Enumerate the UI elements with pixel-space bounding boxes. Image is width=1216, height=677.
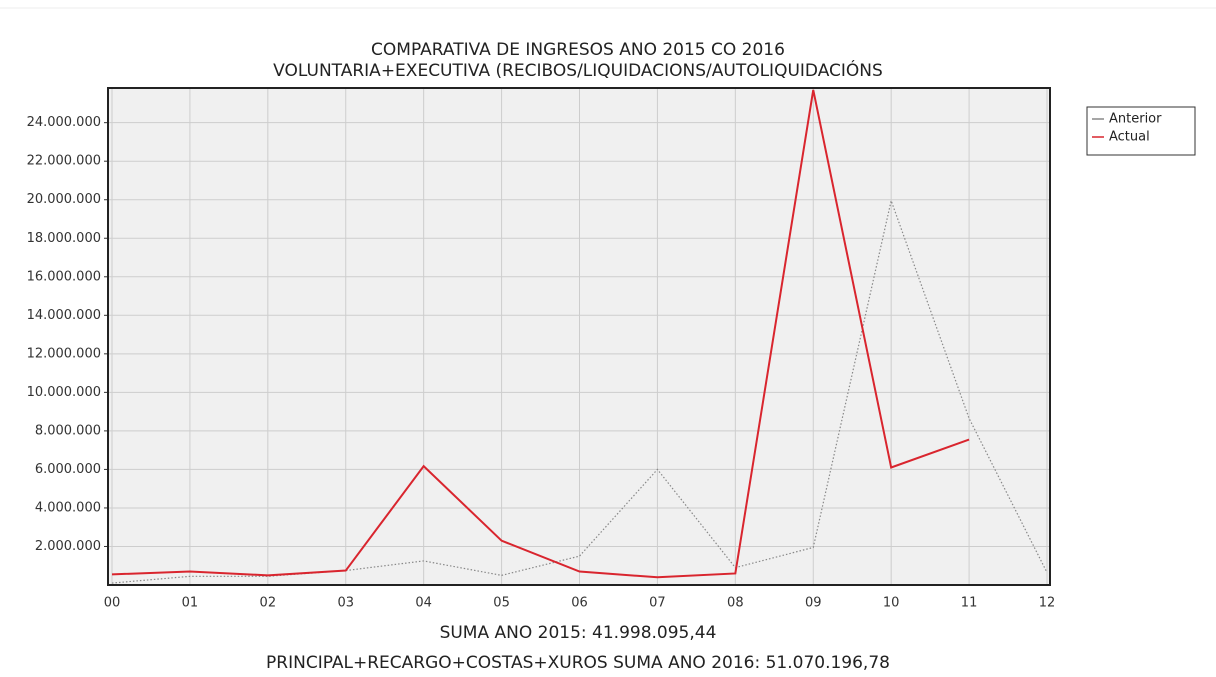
x-tick-label: 07 — [649, 596, 666, 611]
y-tick-label: 4.000.000 — [35, 500, 101, 515]
x-tick-label: 08 — [727, 596, 744, 611]
series-line — [111, 89, 970, 579]
y-tick-label: 20.000.000 — [27, 192, 101, 207]
plot-frame — [107, 87, 1051, 586]
x-tick-label: 01 — [182, 596, 199, 611]
legend-label: Actual — [1109, 130, 1150, 145]
y-tick-label: 22.000.000 — [27, 154, 101, 169]
footer-text: SUMA ANO 2015: 41.998.095,44 — [440, 623, 717, 643]
footer-text: PRINCIPAL+RECARGO+COSTAS+XUROS SUMA ANO … — [266, 653, 890, 673]
x-tick-label: 04 — [415, 596, 432, 611]
chart-subtitle: VOLUNTARIA+EXECUTIVA (RECIBOS/LIQUIDACIO… — [273, 59, 883, 81]
chart-title: COMPARATIVA DE INGRESOS ANO 2015 CO 2016 — [371, 40, 785, 60]
x-tick-label: 09 — [805, 596, 822, 611]
x-tick-label: 11 — [961, 596, 978, 611]
x-tick-label: 06 — [571, 596, 588, 611]
legend-label: Anterior — [1109, 112, 1162, 127]
y-tick-label: 10.000.000 — [27, 385, 101, 400]
x-tick-label: 12 — [1039, 596, 1056, 611]
x-tick-label: 10 — [883, 596, 900, 611]
legend-box — [1086, 106, 1196, 156]
y-tick-label: 8.000.000 — [35, 423, 101, 438]
x-tick-label: 00 — [104, 596, 121, 611]
x-tick-label: 05 — [493, 596, 510, 611]
x-tick-label: 03 — [337, 596, 354, 611]
y-tick-label: 18.000.000 — [27, 231, 101, 246]
y-tick-label: 12.000.000 — [27, 346, 101, 361]
x-tick-label: 02 — [260, 596, 277, 611]
y-tick-label: 6.000.000 — [35, 462, 101, 477]
y-tick-label: 2.000.000 — [35, 539, 101, 554]
y-tick-label: 16.000.000 — [27, 269, 101, 284]
y-tick-label: 14.000.000 — [27, 308, 101, 323]
y-tick-label: 24.000.000 — [27, 115, 101, 130]
